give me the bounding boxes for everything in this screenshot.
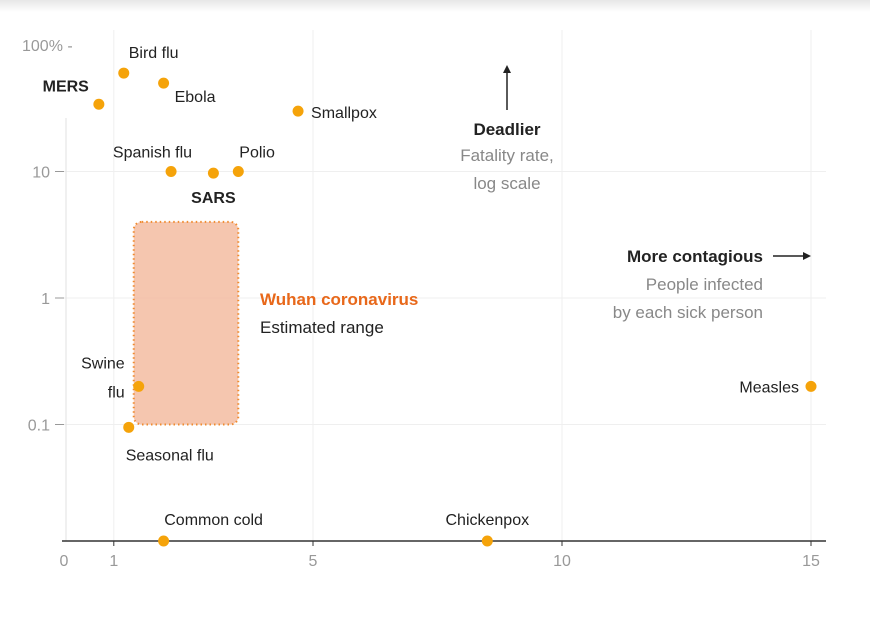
contagious-line2: by each sick person: [613, 303, 763, 322]
y-tick-label: 1: [41, 291, 50, 308]
data-point: [207, 167, 219, 179]
x-ticks: 0 1 5 10 15: [60, 541, 820, 570]
data-point: [292, 105, 304, 117]
data-point: [93, 98, 105, 110]
point-label: Bird flu: [129, 45, 179, 62]
top-shadow-bar: [0, 0, 870, 12]
x-tick-label: 15: [802, 553, 820, 570]
point-label: Measles: [739, 379, 799, 396]
y-tick-label: 10: [32, 165, 50, 182]
deadlier-title: Deadlier: [473, 120, 540, 139]
point-label: Polio: [239, 145, 275, 162]
data-point: [133, 380, 145, 392]
data-point: [165, 166, 177, 177]
point-label: Common cold: [164, 512, 263, 529]
range-box-title: Wuhan coronavirus: [260, 290, 418, 309]
x-tick-label: 1: [109, 553, 118, 570]
y-ticks: 100% - 10 1 0.1: [22, 38, 73, 435]
contagious-line1: People infected: [646, 275, 763, 294]
up-arrow-icon: [503, 65, 511, 73]
contagious-title: More contagious: [627, 247, 763, 266]
data-point: [481, 535, 493, 547]
point-label: MERS: [43, 78, 90, 95]
point-label: SARS: [191, 190, 236, 207]
deadlier-line1: Fatality rate,: [460, 146, 554, 165]
y-tick-label: 0.1: [28, 418, 50, 435]
data-point: [232, 166, 244, 177]
point-label: Chickenpox: [445, 512, 529, 529]
data-point: [123, 421, 135, 433]
x-tick-label: 0: [60, 553, 69, 570]
data-point: [805, 380, 817, 392]
right-arrow-icon: [803, 252, 811, 260]
point-label: flu: [108, 384, 125, 401]
point-label: Seasonal flu: [126, 447, 214, 464]
point-label: Smallpox: [311, 105, 377, 122]
point-label: Ebola: [175, 89, 216, 106]
data-point: [118, 67, 130, 79]
point-label: Swine: [81, 355, 125, 372]
grid-lines: [64, 30, 826, 541]
y-tick-label: 100% -: [22, 38, 73, 55]
deadlier-line2: log scale: [473, 174, 540, 193]
point-label: Spanish flu: [113, 145, 192, 162]
data-points: Bird flu MERS Ebola Smallpox Spanish flu Poli…: [43, 45, 817, 547]
data-point: [158, 535, 170, 547]
range-box-subtitle: Estimated range: [260, 318, 384, 337]
x-tick-label: 10: [553, 553, 571, 570]
data-point: [158, 77, 170, 89]
x-tick-label: 5: [309, 553, 318, 570]
wuhan-range-box: [132, 220, 240, 426]
